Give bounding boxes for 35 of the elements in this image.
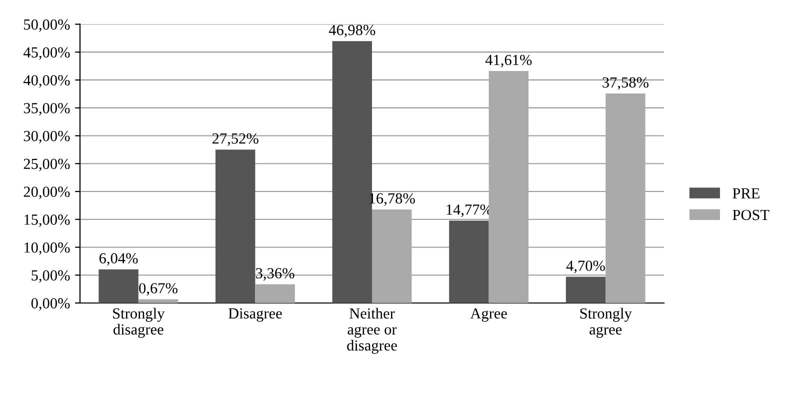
legend-label: PRE bbox=[732, 188, 760, 198]
x-tick-label: Neither agree or disagree bbox=[347, 308, 397, 354]
y-tick-label: 0,00% bbox=[31, 298, 70, 311]
y-tick-label: 20,00% bbox=[24, 186, 70, 200]
y-tick-label: 50,00% bbox=[24, 19, 70, 32]
bar bbox=[449, 220, 489, 303]
bar bbox=[566, 276, 606, 303]
bar bbox=[488, 71, 529, 303]
data-label: 6,04% bbox=[99, 253, 138, 266]
y-tick-label: 25,00% bbox=[24, 158, 70, 172]
x-tick-label: Agree bbox=[470, 308, 507, 322]
y-tick-label: 30,00% bbox=[24, 130, 70, 144]
legend-label: POST bbox=[732, 210, 770, 220]
y-tick-label: 15,00% bbox=[24, 214, 70, 228]
y-tick-label: 35,00% bbox=[24, 103, 70, 116]
bar bbox=[98, 269, 138, 303]
y-tick-label: 5,00% bbox=[32, 270, 70, 283]
data-label: 46,98% bbox=[328, 24, 376, 38]
y-tick-label: 45,00% bbox=[23, 47, 70, 60]
data-label: 0,67% bbox=[139, 283, 178, 296]
bar bbox=[372, 209, 412, 303]
data-label: 41,61% bbox=[485, 54, 532, 68]
bar bbox=[138, 299, 178, 303]
data-label: 27,52% bbox=[212, 133, 258, 146]
bar bbox=[255, 284, 295, 303]
y-tick-label: 10,00% bbox=[24, 242, 70, 255]
x-tick-label: Strongly disagree bbox=[113, 308, 165, 338]
bar bbox=[606, 93, 646, 303]
x-tick-label: Strongly agree bbox=[580, 308, 632, 338]
data-label: 37,58% bbox=[602, 77, 648, 90]
bar bbox=[215, 150, 256, 303]
data-label: 4,70% bbox=[566, 260, 605, 274]
data-label: 3,36% bbox=[256, 268, 294, 281]
y-tick-label: 40,00% bbox=[23, 75, 70, 88]
x-tick-label: Disagree bbox=[228, 308, 282, 322]
